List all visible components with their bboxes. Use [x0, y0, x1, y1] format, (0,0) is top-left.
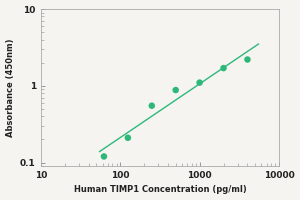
Point — [102, 155, 106, 158]
Point — [149, 104, 154, 107]
Point — [125, 136, 130, 139]
Point — [173, 88, 178, 92]
Point — [245, 58, 250, 61]
X-axis label: Human TIMP1 Concentration (pg/ml): Human TIMP1 Concentration (pg/ml) — [74, 185, 246, 194]
Y-axis label: Absorbance (450nm): Absorbance (450nm) — [6, 38, 15, 137]
Point — [197, 81, 202, 84]
Point — [221, 67, 226, 70]
